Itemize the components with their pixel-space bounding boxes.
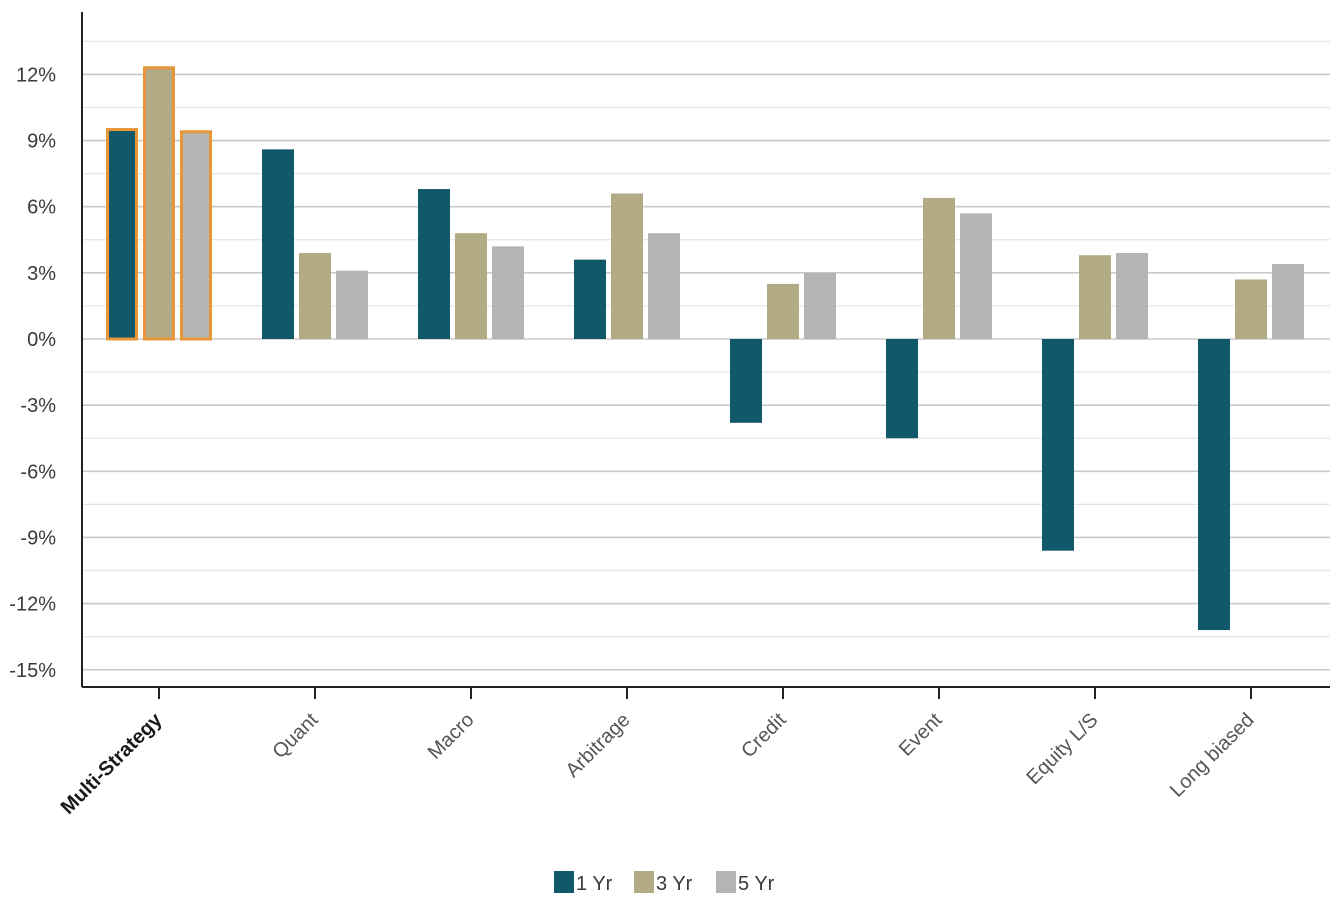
x-tick-label: Quant — [268, 709, 322, 763]
legend-label: 3 Yr — [656, 873, 693, 895]
y-tick-labels: 12% 9% 6% 3% 0% -3% -6% -9% -12% -15% — [9, 64, 56, 681]
bar-long-biased-3yr — [1235, 279, 1267, 339]
bar-event-1yr — [886, 339, 918, 439]
x-tick-label: Equity L/S — [1023, 709, 1103, 789]
x-tick-label: Macro — [424, 709, 479, 764]
bar-macro-3yr — [455, 233, 487, 339]
gridlines — [82, 40, 1330, 671]
x-tick-labels: Multi-Strategy Quant Macro Arbitrage Credit E… — [57, 708, 1259, 818]
y-tick-label: 0% — [27, 329, 56, 351]
bar-equity-l-s-1yr — [1042, 339, 1074, 551]
legend-label: 1 Yr — [576, 873, 613, 895]
bar-credit-1yr — [730, 339, 762, 423]
bar-quant-5yr — [336, 270, 368, 339]
bar-credit-3yr — [767, 283, 799, 339]
bar-quant-3yr — [299, 253, 331, 339]
y-tick-label: -12% — [9, 594, 56, 616]
bar-multi-strategy-5yr — [180, 130, 212, 341]
legend-label: 5 Yr — [738, 873, 775, 895]
y-tick-label: 12% — [16, 64, 56, 86]
bar-arbitrage-3yr — [611, 193, 643, 339]
bar-event-3yr — [923, 197, 955, 339]
bar-credit-5yr — [804, 272, 836, 339]
y-tick-label: -6% — [20, 461, 56, 483]
bar-multi-strategy-1yr — [106, 128, 138, 341]
y-tick-label: 3% — [27, 263, 56, 285]
x-tick-label: Event — [895, 709, 947, 761]
bar-arbitrage-1yr — [574, 259, 606, 339]
bars — [106, 66, 1304, 631]
y-tick-label: -3% — [20, 395, 56, 417]
bar-multi-strategy-3yr — [143, 66, 175, 341]
legend-swatch — [634, 871, 654, 893]
x-tick-label: Credit — [737, 709, 791, 763]
bar-event-5yr — [960, 213, 992, 339]
bar-equity-l-s-3yr — [1079, 255, 1111, 339]
y-tick-label: -9% — [20, 527, 56, 549]
bar-macro-5yr — [492, 246, 524, 339]
x-tick-label: Arbitrage — [562, 709, 635, 782]
axes — [81, 12, 1330, 699]
bar-long-biased-5yr — [1272, 264, 1304, 339]
bar-equity-l-s-5yr — [1116, 253, 1148, 339]
y-tick-label: 6% — [27, 197, 56, 219]
legend: 1 Yr 3 Yr 5 Yr — [554, 871, 775, 895]
bar-macro-1yr — [418, 189, 450, 339]
legend-swatch — [716, 871, 736, 893]
legend-swatch — [554, 871, 574, 893]
y-tick-label: -15% — [9, 660, 56, 682]
x-tick-label: Multi-Strategy — [57, 708, 167, 818]
y-tick-label: 9% — [27, 131, 56, 153]
bar-arbitrage-5yr — [648, 233, 680, 339]
bar-long-biased-1yr — [1198, 339, 1230, 631]
bar-quant-1yr — [262, 149, 294, 339]
x-tick-label: Long biased — [1166, 709, 1259, 802]
